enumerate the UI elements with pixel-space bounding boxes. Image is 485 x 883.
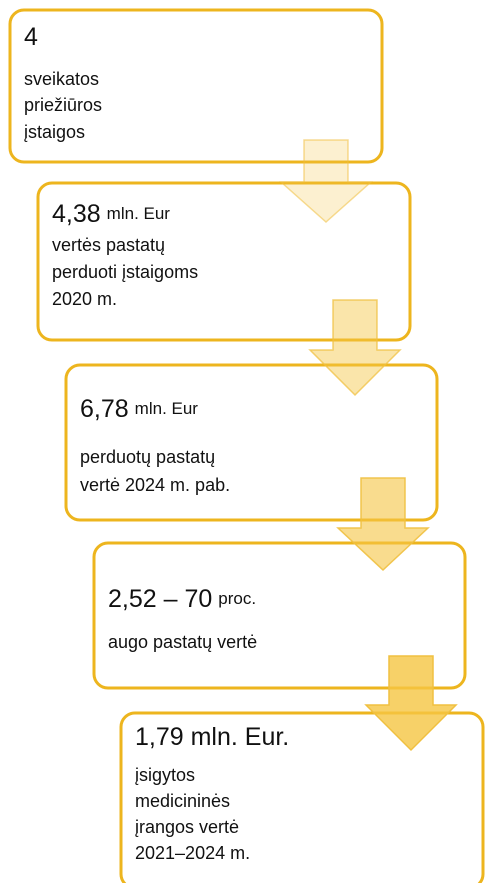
info-box: 4,38 mln. Eur vertės pastatų perduoti įstai… bbox=[36, 181, 412, 342]
headline: 4 bbox=[24, 23, 38, 51]
description-line: 2021–2024 m. bbox=[135, 843, 250, 863]
headline: 2,52 – 70 proc. bbox=[108, 585, 256, 613]
headline-value: 2,52 – 70 bbox=[108, 585, 212, 613]
headline-value: 4 bbox=[24, 23, 38, 51]
description-line: perduotų pastatų bbox=[80, 447, 215, 467]
headline-value: 1,79 mln. Eur. bbox=[135, 723, 289, 751]
description-line: 2020 m. bbox=[52, 289, 117, 309]
description-line: medicininės bbox=[135, 791, 230, 811]
box-frame bbox=[119, 711, 485, 883]
box-frame bbox=[64, 363, 439, 522]
description-line: įrangos vertė bbox=[135, 817, 239, 837]
description-line: vertė 2024 m. pab. bbox=[80, 475, 230, 495]
description-line: perduoti įstaigoms bbox=[52, 262, 198, 282]
headline: 6,78 mln. Eur bbox=[80, 395, 198, 423]
description-line: vertės pastatų bbox=[52, 235, 165, 255]
info-box: 1,79 mln. Eur. įsigytos medicininės įrangos… bbox=[119, 711, 485, 883]
box-frame bbox=[36, 181, 412, 342]
info-box: 6,78 mln. Eur perduotų pastatų vertė 2024 m… bbox=[64, 363, 439, 522]
down-arrow bbox=[279, 139, 373, 224]
headline: 4,38 mln. Eur bbox=[52, 200, 170, 228]
headline-unit: mln. Eur bbox=[135, 399, 199, 418]
headline-unit: mln. Eur bbox=[107, 204, 171, 223]
headline-unit: proc. bbox=[218, 589, 256, 608]
description-line: įsigytos bbox=[135, 765, 195, 785]
box-frame bbox=[8, 8, 384, 164]
info-box: 4 sveikatos priežiūros įstaigos bbox=[8, 8, 384, 164]
headline-value: 4,38 bbox=[52, 200, 101, 228]
info-box: 2,52 – 70 proc. augo pastatų vertė bbox=[92, 541, 467, 690]
description-line: sveikatos bbox=[24, 69, 99, 89]
headline: 1,79 mln. Eur. bbox=[135, 723, 289, 751]
down-arrow bbox=[336, 477, 430, 572]
box-frame bbox=[92, 541, 467, 690]
down-arrow bbox=[308, 299, 402, 397]
headline-value: 6,78 bbox=[80, 395, 129, 423]
description-line: priežiūros bbox=[24, 95, 102, 115]
down-arrow bbox=[364, 655, 458, 752]
description-line: įstaigos bbox=[24, 122, 85, 142]
description-line: augo pastatų vertė bbox=[108, 632, 257, 652]
